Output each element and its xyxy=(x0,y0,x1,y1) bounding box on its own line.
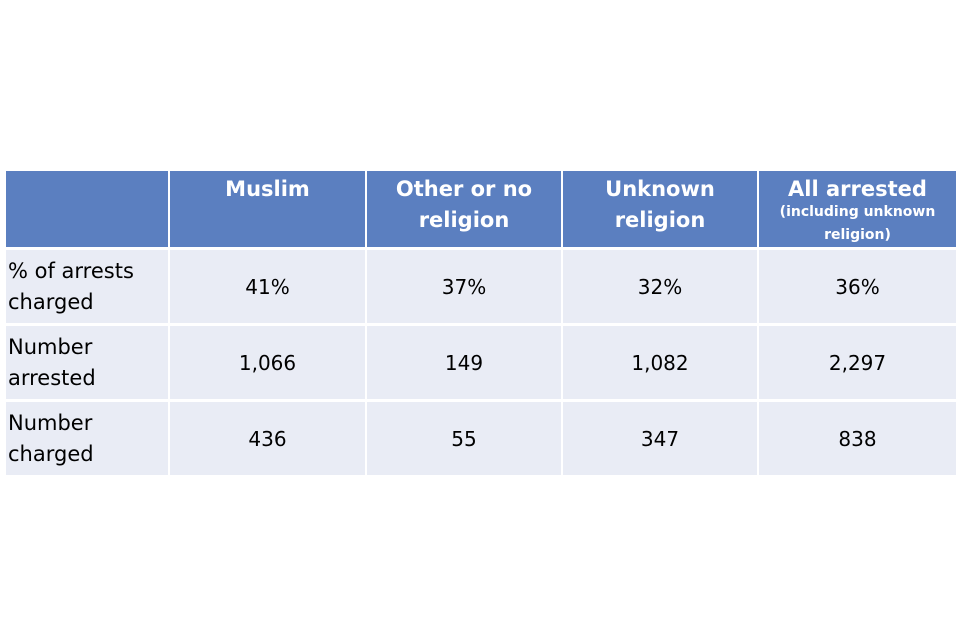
table-cell: 36% xyxy=(759,250,956,326)
table-cell: 1,066 xyxy=(170,326,367,402)
table-row: % of arrests charged 41% 37% 32% 36% xyxy=(6,250,956,326)
column-header-label: Unknown religion xyxy=(605,177,715,232)
column-header-label: Other or no religion xyxy=(395,177,533,232)
table-header-row: Muslim Other or no religion Unknown reli… xyxy=(6,171,956,250)
table-cell: 1,082 xyxy=(563,326,759,402)
column-header-unknown-religion: Unknown religion xyxy=(563,171,759,250)
row-header-number-arrested: Number arrested xyxy=(6,326,170,402)
table-cell: 2,297 xyxy=(759,326,956,402)
row-header-number-charged: Number charged xyxy=(6,402,170,478)
row-header-pct-charged: % of arrests charged xyxy=(6,250,170,326)
column-header-note: (including unknown religion) xyxy=(779,204,936,243)
column-header-label: Muslim xyxy=(225,177,310,201)
table-cell: 149 xyxy=(367,326,563,402)
table-cell: 55 xyxy=(367,402,563,478)
table-cell: 436 xyxy=(170,402,367,478)
column-header-all-arrested: All arrested (including unknown religion… xyxy=(759,171,956,250)
column-header-label: All arrested xyxy=(788,177,927,201)
arrests-charged-table: Muslim Other or no religion Unknown reli… xyxy=(6,171,956,478)
table-cell: 838 xyxy=(759,402,956,478)
column-header-muslim: Muslim xyxy=(170,171,367,250)
table-row: Number arrested 1,066 149 1,082 2,297 xyxy=(6,326,956,402)
table-cell: 32% xyxy=(563,250,759,326)
column-header-other-or-no-religion: Other or no religion xyxy=(367,171,563,250)
table-cell: 37% xyxy=(367,250,563,326)
header-corner-cell xyxy=(6,171,170,250)
table-cell: 347 xyxy=(563,402,759,478)
table-row: Number charged 436 55 347 838 xyxy=(6,402,956,478)
table-cell: 41% xyxy=(170,250,367,326)
